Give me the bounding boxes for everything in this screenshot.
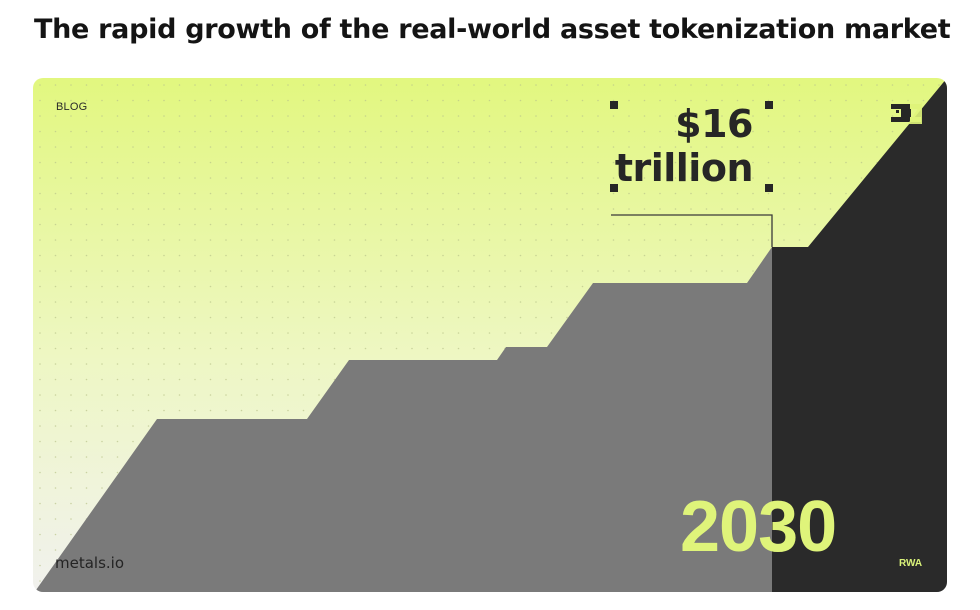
headline-unit: trillion [614, 146, 754, 190]
hero-card: BLOG $16 trillion 2030 metals.io RWA [33, 78, 947, 592]
tag-label: RWA [899, 558, 923, 569]
year-label: 2030 [680, 487, 837, 567]
corner-marker [610, 184, 618, 192]
corner-marker [765, 184, 773, 192]
headline-value: $16 trillion [614, 102, 754, 190]
growth-chart-graphic [33, 78, 947, 592]
brand-label: metals.io [55, 554, 125, 572]
dark-growth-area [772, 78, 947, 592]
metals-logo-icon [891, 102, 922, 124]
corner-marker [765, 101, 773, 109]
page-title: The rapid growth of the real-world asset… [34, 14, 951, 45]
corner-marker [610, 101, 618, 109]
headline-amount: $16 [675, 102, 753, 146]
gray-growth-area [33, 247, 772, 592]
category-label: BLOG [56, 101, 88, 113]
